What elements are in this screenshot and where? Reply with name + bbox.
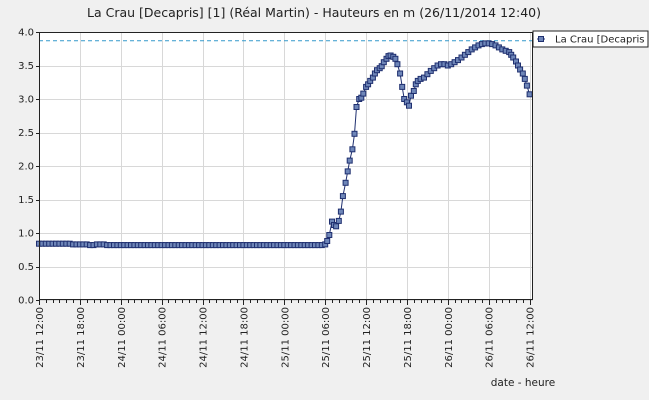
y-tick-label: 3.0 (18, 95, 34, 106)
legend-marker (538, 36, 544, 42)
data-point (344, 168, 351, 175)
x-tick-label: 26/11 06:00 (485, 307, 496, 368)
x-tick-label: 26/11 12:00 (526, 307, 537, 368)
x-tick-label: 25/11 12:00 (362, 307, 373, 368)
data-point (421, 74, 427, 81)
x-axis-label: date - heure (491, 377, 555, 389)
data-point (351, 130, 358, 137)
x-axis-ticks: 23/11 12:00 23/11 18:00 24/11 00:00 24/11 0… (35, 300, 537, 368)
x-tick-label: 24/11 18:00 (239, 307, 250, 368)
data-point (333, 223, 340, 230)
chart-title: La Crau [Decapris] [1] (Réal Martin) - H… (87, 5, 541, 20)
data-point (399, 83, 406, 90)
data-point (424, 71, 431, 78)
data-point (526, 91, 533, 98)
y-tick-label: 0.0 (18, 296, 34, 307)
data-point (353, 104, 360, 110)
data-point (397, 70, 404, 77)
data-point (523, 82, 530, 89)
legend-box (532, 30, 649, 48)
y-tick-label: 4.0 (18, 28, 34, 39)
y-tick-label: 3.5 (18, 61, 34, 72)
data-point (326, 232, 333, 238)
series-layer (36, 40, 533, 249)
data-point (521, 75, 528, 82)
x-tick-label: 26/11 00:00 (444, 307, 455, 368)
legend[interactable]: La Crau [Decapris (532, 30, 649, 48)
x-tick-label: 24/11 12:00 (199, 307, 210, 368)
data-point (360, 90, 367, 97)
x-tick-label: 23/11 18:00 (76, 307, 87, 368)
data-point (342, 179, 349, 186)
data-point (394, 61, 401, 68)
data-point (519, 70, 526, 77)
x-tick-label: 25/11 00:00 (280, 307, 291, 368)
data-point (339, 193, 346, 200)
y-tick-label: 1.0 (18, 229, 34, 240)
data-point (349, 146, 356, 153)
x-tick-label: 24/11 06:00 (158, 307, 169, 368)
plot-frame (39, 32, 533, 300)
y-axis-ticks: 0.0 0.5 1.0 1.5 2.0 2.5 3.0 3.5 4.0 (18, 28, 39, 307)
x-tick-label: 23/11 12:00 (35, 307, 46, 368)
data-point (324, 238, 331, 244)
x-tick-label: 24/11 00:00 (117, 307, 128, 368)
data-point (410, 88, 417, 94)
data-point (406, 102, 412, 109)
y-tick-label: 1.5 (18, 195, 34, 206)
data-point (346, 157, 353, 164)
data-point (337, 208, 344, 215)
data-point (392, 55, 399, 62)
y-tick-label: 0.5 (18, 262, 34, 273)
y-tick-label: 2.5 (18, 128, 34, 139)
x-tick-label: 25/11 06:00 (321, 307, 332, 368)
data-point (335, 217, 342, 224)
y-tick-label: 2.0 (18, 162, 34, 173)
x-tick-label: 25/11 18:00 (403, 307, 414, 368)
legend-label: La Crau [Decapris (555, 35, 644, 46)
